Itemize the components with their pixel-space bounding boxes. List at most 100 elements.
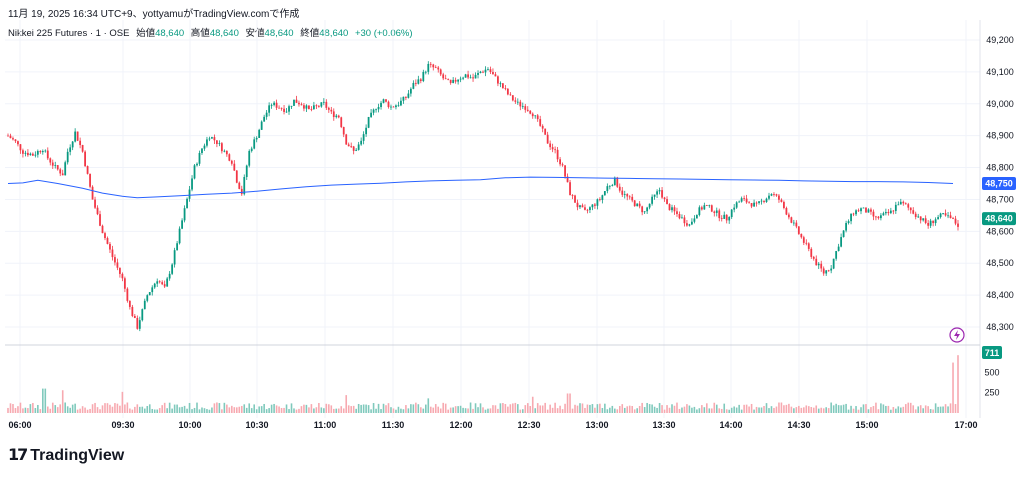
volume-bar bbox=[696, 409, 698, 413]
candle-body bbox=[365, 127, 368, 135]
volume-bar bbox=[676, 402, 678, 413]
volume-bar bbox=[320, 407, 323, 413]
candle-body bbox=[857, 210, 860, 212]
candle-body bbox=[710, 205, 713, 212]
candle-body bbox=[64, 162, 67, 176]
volume-bar bbox=[952, 362, 954, 413]
candle-body bbox=[524, 106, 527, 110]
volume-bar bbox=[325, 403, 328, 413]
candle-body bbox=[748, 202, 750, 204]
volume-bar bbox=[315, 407, 318, 413]
volume-bar bbox=[342, 408, 345, 413]
volume-bar bbox=[280, 407, 283, 413]
volume-bar bbox=[390, 407, 392, 413]
candle-body bbox=[285, 111, 288, 113]
volume-bar bbox=[74, 403, 76, 413]
volume-bar bbox=[457, 406, 459, 413]
candle-body bbox=[345, 134, 348, 145]
volume-bar bbox=[437, 406, 440, 413]
volume-bar bbox=[410, 404, 412, 413]
volume-bar bbox=[124, 404, 126, 413]
candle-body bbox=[387, 101, 390, 108]
candle-body bbox=[7, 135, 9, 137]
volume-bar bbox=[146, 406, 149, 413]
volume-bar bbox=[895, 408, 897, 413]
time-tick-label: 14:00 bbox=[719, 420, 742, 430]
volume-axis[interactable]: 500 250 bbox=[984, 367, 999, 397]
volume-bar bbox=[601, 407, 604, 413]
volume-bar bbox=[372, 403, 375, 413]
open-value: 48,640 bbox=[155, 28, 185, 39]
candle-body bbox=[412, 82, 415, 89]
tradingview-logo[interactable]: 𝟭𝟳 TradingView bbox=[8, 445, 124, 465]
price-axis[interactable]: 49,200 49,100 49,000 48,900 48,800 48,700 48,6… bbox=[986, 35, 1014, 332]
candle-body bbox=[452, 79, 455, 83]
candle-body bbox=[942, 213, 944, 214]
volume-bar bbox=[99, 409, 101, 413]
volume-bar bbox=[111, 406, 114, 413]
candle-body bbox=[641, 206, 644, 213]
volume-bar bbox=[775, 406, 778, 413]
candle-body bbox=[574, 195, 576, 203]
candle-body bbox=[780, 199, 783, 202]
candle-body bbox=[96, 207, 99, 215]
volume-bar bbox=[502, 403, 504, 413]
volume-bar bbox=[151, 408, 154, 413]
volume-bar bbox=[183, 405, 186, 413]
candle-body bbox=[497, 76, 499, 84]
volume-bar bbox=[636, 408, 638, 413]
candle-body bbox=[539, 119, 542, 126]
volume-bar bbox=[116, 403, 119, 413]
volume-bar bbox=[295, 409, 298, 413]
candle-body bbox=[405, 96, 407, 98]
candle-body bbox=[569, 182, 571, 196]
candle-body bbox=[138, 320, 141, 329]
volume-bar bbox=[206, 409, 208, 413]
volume-bar bbox=[313, 408, 315, 413]
candle-body bbox=[598, 199, 601, 201]
symbol-name[interactable]: Nikkei 225 Futures · 1 · OSE bbox=[8, 28, 130, 39]
volume-bar bbox=[504, 403, 507, 413]
time-axis[interactable]: 06:00 09:30 10:00 10:30 11:00 11:30 12:00 12:30… bbox=[8, 420, 977, 430]
volume-bar bbox=[365, 404, 367, 413]
volume-bar bbox=[270, 404, 273, 413]
candle-body bbox=[666, 199, 668, 205]
volume-bar bbox=[166, 408, 168, 413]
volume-bar bbox=[668, 407, 671, 413]
candle-body bbox=[586, 209, 589, 211]
volume-bar bbox=[860, 407, 862, 413]
lightning-icon[interactable] bbox=[949, 327, 965, 343]
volume-bar bbox=[56, 407, 59, 413]
candle-body bbox=[628, 196, 631, 198]
candle-body bbox=[19, 144, 22, 151]
candle-body bbox=[909, 207, 912, 211]
candle-body bbox=[594, 204, 596, 206]
volume-bar bbox=[845, 403, 847, 413]
candle-body bbox=[31, 153, 34, 156]
volume-bar bbox=[599, 403, 601, 413]
volume-bar bbox=[509, 404, 512, 413]
volume-bar bbox=[211, 407, 213, 413]
volume-bar bbox=[576, 405, 579, 413]
candle-body bbox=[695, 215, 698, 219]
volume-bar bbox=[626, 406, 629, 413]
volume-bar bbox=[17, 406, 19, 413]
candle-body bbox=[153, 283, 156, 288]
candle-body bbox=[638, 203, 641, 207]
candle-body bbox=[447, 79, 450, 80]
last-price-badge: 48,640 bbox=[982, 212, 1016, 226]
candle-body bbox=[613, 177, 616, 186]
volume-bar bbox=[897, 406, 900, 413]
candle-body bbox=[499, 83, 502, 85]
change-value: +30 (+0.06%) bbox=[354, 28, 413, 39]
candle-body bbox=[556, 149, 559, 160]
svg-text:48,750: 48,750 bbox=[985, 179, 1013, 189]
candle-body bbox=[519, 101, 522, 107]
volume-bar bbox=[487, 408, 489, 413]
candle-body bbox=[758, 201, 760, 204]
volume-bar bbox=[148, 404, 151, 413]
volume-bar bbox=[432, 407, 435, 413]
candle-body bbox=[797, 226, 800, 234]
candle-body bbox=[870, 209, 872, 212]
